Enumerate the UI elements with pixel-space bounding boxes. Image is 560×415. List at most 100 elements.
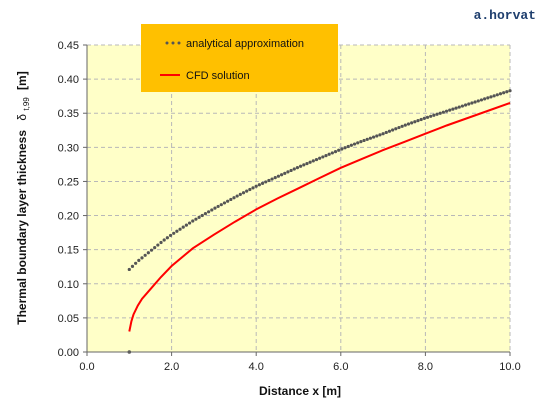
data-point	[438, 111, 442, 115]
data-point	[324, 153, 328, 158]
data-point	[245, 189, 249, 193]
data-point	[264, 180, 268, 184]
data-point	[359, 140, 363, 144]
data-point	[257, 183, 261, 187]
data-point	[365, 137, 369, 141]
data-point	[295, 165, 300, 170]
data-point	[273, 176, 277, 180]
data-point	[451, 107, 455, 111]
data-point	[463, 103, 468, 107]
x-tick-label: 4.0	[249, 361, 264, 373]
data-point	[495, 93, 499, 97]
data-point	[384, 130, 388, 135]
x-tick-label: 2.0	[164, 361, 179, 373]
data-point	[435, 112, 439, 116]
data-point	[337, 148, 341, 152]
data-point	[425, 115, 430, 119]
data-point	[134, 261, 138, 265]
data-point	[143, 253, 147, 257]
data-point	[508, 89, 512, 93]
data-point	[149, 248, 154, 252]
data-point	[349, 143, 353, 147]
plot-area	[87, 45, 510, 352]
data-point	[410, 121, 414, 125]
data-point	[219, 203, 223, 207]
data-point	[406, 122, 411, 126]
data-point	[172, 231, 176, 235]
data-point	[340, 147, 344, 151]
data-point	[251, 186, 255, 190]
legend-label-analytical: analytical approximation	[186, 38, 304, 50]
data-point	[238, 192, 242, 197]
data-point	[343, 146, 347, 150]
data-point	[267, 178, 271, 183]
watermark: a.horvat	[474, 8, 536, 23]
data-point	[391, 128, 395, 132]
data-point	[283, 171, 287, 175]
y-tick-label: 0.10	[58, 279, 79, 291]
data-point	[314, 157, 319, 162]
data-point	[213, 206, 217, 210]
data-point	[191, 219, 195, 223]
data-point	[394, 127, 398, 131]
data-point	[432, 113, 436, 117]
data-point	[270, 177, 274, 181]
y-tick-label: 0.30	[58, 142, 79, 154]
x-axis-title: Distance x [m]	[259, 384, 341, 398]
data-point	[311, 159, 315, 163]
data-point	[279, 173, 284, 177]
data-point	[276, 174, 281, 178]
data-point	[286, 170, 290, 174]
data-point	[156, 243, 160, 247]
data-point	[235, 194, 239, 198]
legend-dot	[165, 41, 169, 45]
x-tick-label: 0.0	[79, 361, 94, 373]
data-point	[413, 120, 417, 124]
legend-sample-analytical	[165, 41, 181, 45]
data-point	[400, 124, 404, 128]
y-axis-title-unit: [m]	[15, 71, 29, 90]
data-point	[292, 167, 296, 171]
data-point	[162, 238, 166, 242]
y-tick-label: 0.15	[58, 245, 79, 257]
legend: analytical approximation CFD solution	[141, 24, 338, 92]
data-point	[260, 181, 265, 185]
y-axis-title-symbol: δ	[15, 114, 29, 121]
data-point	[226, 199, 230, 203]
data-point	[175, 229, 179, 233]
y-tick-label: 0.35	[58, 108, 79, 120]
y-axis-title-subscript: t,99	[22, 97, 31, 111]
tick-labels: 0.00 0.05 0.10 0.15 0.20 0.25 0.30 0.35 0.40 0.45…	[58, 40, 521, 373]
data-point	[441, 110, 445, 114]
data-point	[203, 212, 208, 216]
data-point	[473, 100, 477, 104]
data-point	[299, 164, 303, 168]
data-point	[194, 217, 198, 221]
data-point	[181, 225, 185, 229]
legend-box	[141, 24, 338, 92]
data-point	[476, 99, 480, 103]
data-point	[232, 196, 236, 200]
data-point	[165, 236, 169, 240]
data-point	[356, 141, 360, 145]
data-point	[416, 119, 420, 123]
data-point	[460, 104, 465, 108]
y-tick-label: 0.40	[58, 74, 79, 86]
data-point	[302, 163, 306, 167]
data-point	[168, 233, 173, 238]
data-point	[381, 132, 385, 136]
data-point	[127, 267, 131, 272]
data-point	[216, 204, 220, 209]
data-point	[146, 251, 150, 255]
data-point	[184, 223, 189, 227]
y-axis-title-text: Thermal boundary layer thickness	[15, 130, 29, 325]
data-point	[403, 123, 407, 127]
data-point	[210, 208, 214, 212]
y-tick-label: 0.20	[58, 211, 79, 223]
data-point	[222, 201, 227, 205]
data-point	[470, 101, 474, 105]
data-point	[502, 91, 506, 95]
data-point	[397, 125, 401, 130]
data-point	[505, 90, 509, 94]
x-tick-label: 6.0	[333, 361, 348, 373]
